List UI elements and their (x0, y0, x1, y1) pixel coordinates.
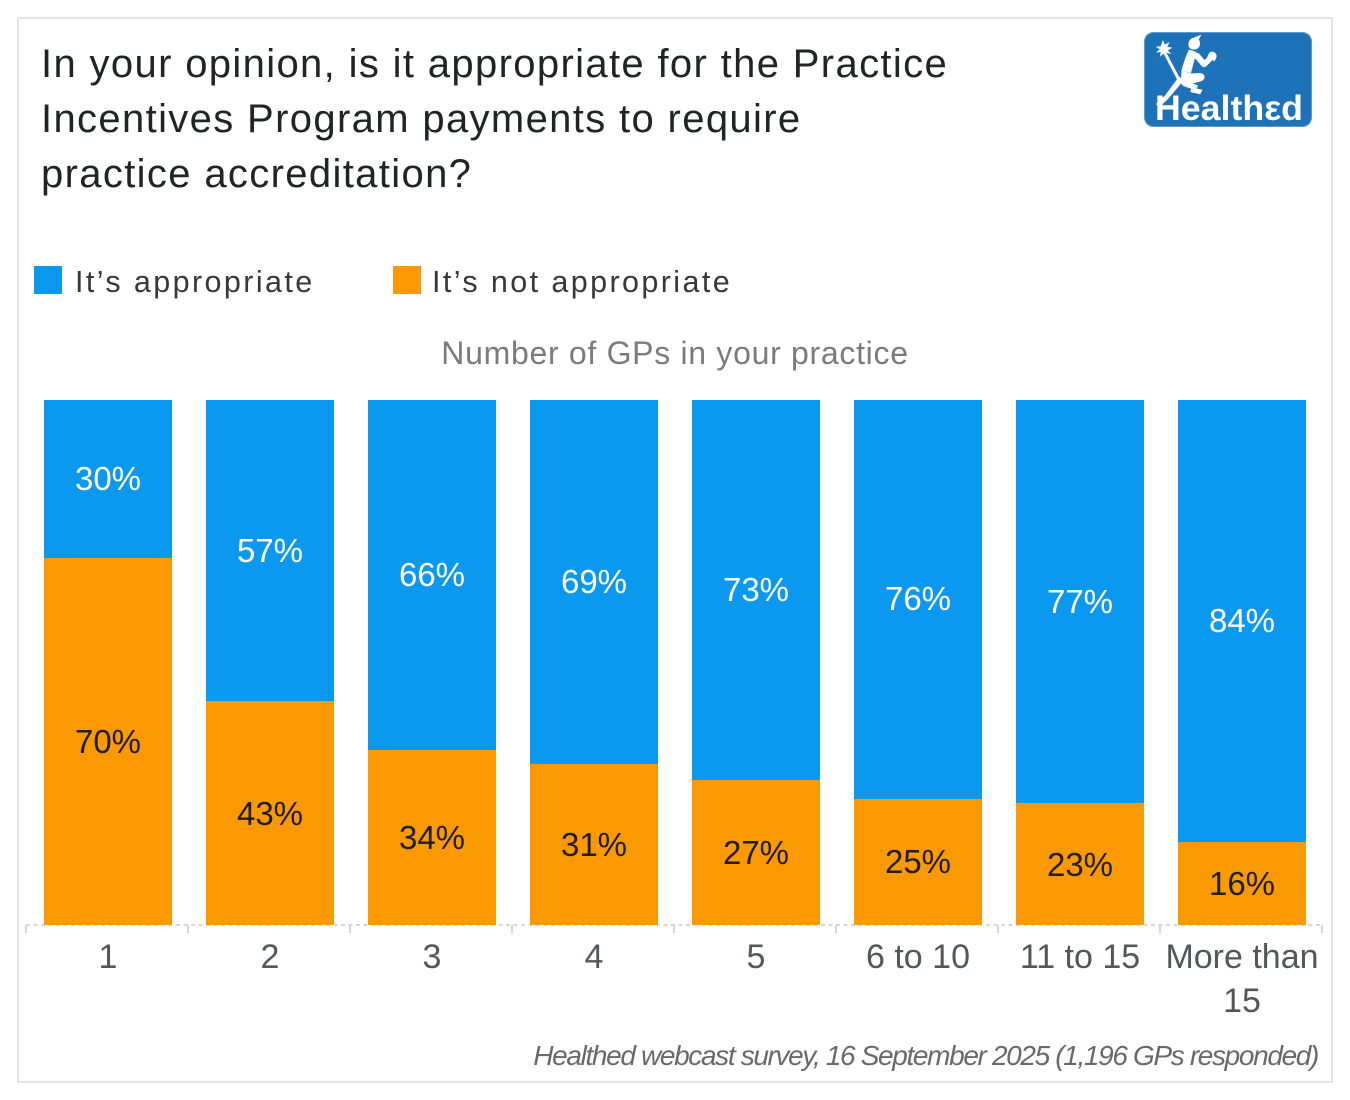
svg-text:Healthεd: Healthεd (1155, 89, 1303, 127)
